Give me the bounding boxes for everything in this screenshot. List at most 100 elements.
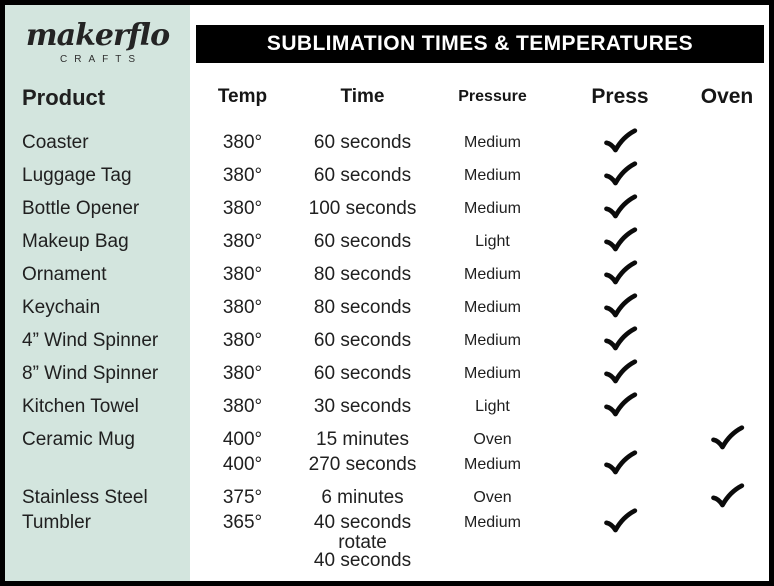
time-cell: 60 seconds xyxy=(295,163,430,188)
oven-cell xyxy=(685,163,769,188)
press-cell xyxy=(555,427,685,477)
time-cell: 60 seconds xyxy=(295,328,430,353)
temp-cell: 380° xyxy=(190,328,295,353)
press-value xyxy=(555,359,685,386)
oven-cell xyxy=(685,130,769,155)
product-cell: Luggage Tag xyxy=(22,165,132,186)
press-cell xyxy=(555,326,685,353)
temp-cell: 380° xyxy=(190,295,295,320)
column-header-time: Time xyxy=(340,86,385,107)
oven-cell xyxy=(685,262,769,287)
oven-value xyxy=(685,163,769,188)
press-value xyxy=(555,161,685,188)
temp-value: 380° xyxy=(222,363,263,384)
pressure-cell: Medium xyxy=(430,295,555,320)
column-header-pressure: Pressure xyxy=(458,88,527,105)
time-value: 80 seconds xyxy=(313,297,412,318)
table-row: Bottle Opener 380° 100 seconds Medium xyxy=(5,194,769,221)
title-bar: SUBLIMATION TIMES & TEMPERATURES xyxy=(196,25,764,63)
time-cell: 6 minutes 40 seconds rotate 40 seconds xyxy=(295,485,430,571)
time-value: 6 minutes xyxy=(321,487,404,508)
pressure-value: Medium xyxy=(464,167,521,184)
page-title: SUBLIMATION TIMES & TEMPERATURES xyxy=(266,32,694,55)
oven-cell xyxy=(685,295,769,320)
pressure-value: Oven xyxy=(473,431,512,448)
check-icon xyxy=(604,392,638,417)
time-value: 60 seconds xyxy=(313,165,412,186)
table-row: Kitchen Towel 380° 30 seconds Light xyxy=(5,392,769,419)
press-cell xyxy=(555,485,685,535)
table-row: Ceramic Mug 400° 400° 15 minutes 270 secon… xyxy=(5,425,769,477)
check-icon xyxy=(604,359,638,384)
temp-cell: 380° xyxy=(190,394,295,419)
oven-value xyxy=(685,361,769,386)
time-value: 60 seconds xyxy=(313,231,412,252)
pressure-value: Medium xyxy=(464,266,521,283)
brand-logo: makerflo CRAFTS xyxy=(5,18,190,66)
temp-value: 380° xyxy=(222,165,263,186)
temp-cell: 375° 365° xyxy=(190,485,295,535)
press-cell xyxy=(555,392,685,419)
pressure-value: Medium xyxy=(464,134,521,151)
oven-value xyxy=(685,425,769,452)
check-icon xyxy=(604,260,638,285)
press-cell xyxy=(555,359,685,386)
product-cell: Kitchen Towel xyxy=(22,396,139,417)
time-value: 60 seconds xyxy=(313,132,412,153)
temp-cell: 380° xyxy=(190,130,295,155)
column-header-oven: Oven xyxy=(700,85,754,108)
press-cell xyxy=(555,194,685,221)
pressure-value: Medium xyxy=(464,365,521,382)
oven-cell xyxy=(685,394,769,419)
oven-value xyxy=(685,452,769,477)
pressure-value: Light xyxy=(475,398,510,415)
time-value: rotate xyxy=(338,532,387,553)
table-row: Keychain 380° 80 seconds Medium xyxy=(5,293,769,320)
pressure-value: Medium xyxy=(464,332,521,349)
table-row: Makeup Bag 380° 60 seconds Light xyxy=(5,227,769,254)
temp-value: 380° xyxy=(222,132,263,153)
time-cell: 15 minutes 270 seconds xyxy=(295,427,430,477)
pressure-value: Light xyxy=(475,233,510,250)
oven-cell xyxy=(685,229,769,254)
brand-logo-text: makerflo xyxy=(25,18,170,53)
temp-cell: 380° xyxy=(190,229,295,254)
product-cell: Keychain xyxy=(22,297,101,318)
pressure-cell: Medium xyxy=(430,328,555,353)
check-icon xyxy=(604,227,638,252)
check-icon xyxy=(711,425,745,450)
temp-cell: 400° 400° xyxy=(190,427,295,477)
check-icon xyxy=(604,293,638,318)
pressure-value: Medium xyxy=(464,456,521,473)
column-header-press: Press xyxy=(591,85,649,108)
pressure-cell: Light xyxy=(430,229,555,254)
temp-cell: 380° xyxy=(190,361,295,386)
product-cell: Ceramic Mug xyxy=(22,429,135,450)
time-value: 80 seconds xyxy=(313,264,412,285)
product-cell: Stainless Steel Tumbler xyxy=(22,487,148,533)
check-icon xyxy=(711,483,745,508)
check-icon xyxy=(604,194,638,219)
product-cell: 8” Wind Spinner xyxy=(22,363,159,384)
brand-logo-subtext: CRAFTS xyxy=(60,54,142,65)
time-value: 60 seconds xyxy=(313,363,412,384)
sidebar xyxy=(5,5,190,581)
press-value xyxy=(555,194,685,221)
product-cell: 4” Wind Spinner xyxy=(22,330,159,351)
press-value xyxy=(555,293,685,320)
product-cell: Ornament xyxy=(22,264,107,285)
time-cell: 30 seconds xyxy=(295,394,430,419)
check-icon xyxy=(604,161,638,186)
oven-value xyxy=(685,510,769,535)
time-cell: 100 seconds xyxy=(295,196,430,221)
press-value xyxy=(555,392,685,419)
time-value: 30 seconds xyxy=(313,396,412,417)
product-cell: Makeup Bag xyxy=(22,231,129,252)
table-row: 4” Wind Spinner 380° 60 seconds Medium xyxy=(5,326,769,353)
press-value xyxy=(555,427,685,452)
temp-value: 365° xyxy=(222,512,263,533)
temp-value: 380° xyxy=(222,264,263,285)
product-cell: Bottle Opener xyxy=(22,198,140,219)
pressure-value: Oven xyxy=(473,489,512,506)
oven-value xyxy=(685,295,769,320)
